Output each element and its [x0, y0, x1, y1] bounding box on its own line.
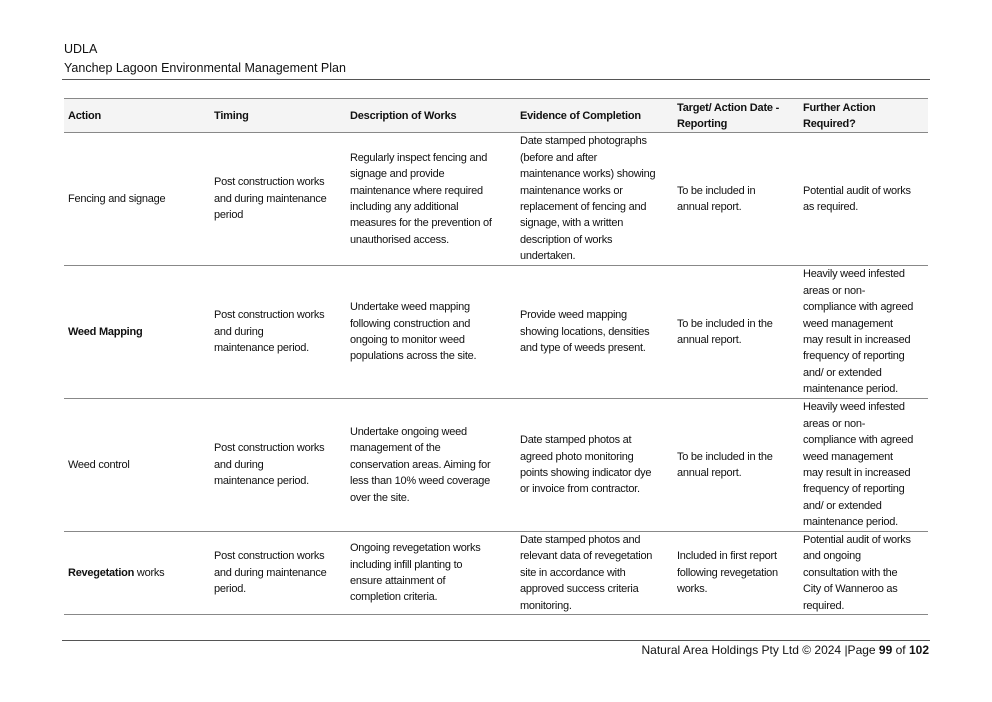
header-divider: [62, 79, 930, 80]
table-row: Weed control Post construction works and …: [64, 398, 928, 532]
page-total: 102: [908, 643, 929, 657]
cell-timing: Post construction works and during maint…: [210, 265, 346, 399]
column-header: Evidence of Completion: [516, 98, 673, 133]
footer-divider: [62, 640, 930, 641]
cell-further: Heavily weed infested areas or non- comp…: [799, 265, 928, 399]
cell-action: Fencing and signage: [64, 132, 210, 266]
page-number: 99: [878, 643, 893, 657]
table-row: Revegetation works Post construction work…: [64, 531, 928, 616]
management-table: Action Timing Description of Works Evide…: [64, 98, 928, 616]
column-header: Further Action Required?: [799, 98, 928, 133]
header-title: Yanchep Lagoon Environmental Management …: [64, 61, 346, 75]
footer-company: Natural Area Holdings Pty Ltd © 2024 |Pa…: [641, 643, 879, 657]
column-header: Description of Works: [346, 98, 516, 133]
cell-timing: Post construction works and during maint…: [210, 531, 346, 616]
cell-target: To be included in the annual report.: [673, 265, 799, 399]
cell-action: Weed control: [64, 398, 210, 532]
cell-description: Ongoing revegetation works including inf…: [346, 531, 516, 616]
cell-further: Heavily weed infested areas or non- comp…: [799, 398, 928, 532]
cell-evidence: Date stamped photos and relevant data of…: [516, 531, 673, 616]
cell-evidence: Date stamped photographs (before and aft…: [516, 132, 673, 266]
table-row: Fencing and signage Post construction wor…: [64, 132, 928, 266]
table-header-row: Action Timing Description of Works Evide…: [64, 98, 928, 133]
header-org: UDLA: [64, 42, 98, 56]
action-text: Weed control: [68, 458, 130, 471]
cell-action: Weed Mapping: [64, 265, 210, 399]
action-text: Fencing and signage: [68, 192, 166, 205]
cell-further: Potential audit of works and ongoing con…: [799, 531, 928, 616]
cell-description: Undertake ongoing weed management of the…: [346, 398, 516, 532]
cell-timing: Post construction works and during maint…: [210, 132, 346, 266]
column-header: Action: [64, 98, 210, 133]
cell-evidence: Provide weed mapping showing locations, …: [516, 265, 673, 399]
cell-description: Undertake weed mapping following constru…: [346, 265, 516, 399]
cell-timing: Post construction works and during maint…: [210, 398, 346, 532]
action-bold: Weed Mapping: [68, 325, 143, 338]
table-row: Weed Mapping Post construction works and …: [64, 265, 928, 399]
cell-description: Regularly inspect fencing and signage an…: [346, 132, 516, 266]
footer: Natural Area Holdings Pty Ltd © 2024 |Pa…: [641, 643, 929, 658]
cell-target: To be included in annual report.: [673, 132, 799, 266]
column-header: Target/ Action Date - Reporting: [673, 98, 799, 133]
column-header: Timing: [210, 98, 346, 133]
action-text: works: [134, 566, 165, 579]
cell-target: Included in first report following reveg…: [673, 531, 799, 616]
action-bold: Revegetation: [68, 566, 135, 579]
footer-of: of: [892, 643, 909, 657]
cell-target: To be included in the annual report.: [673, 398, 799, 532]
cell-action: Revegetation works: [64, 531, 210, 616]
cell-evidence: Date stamped photos at agreed photo moni…: [516, 398, 673, 532]
cell-further: Potential audit of works as required.: [799, 132, 928, 266]
